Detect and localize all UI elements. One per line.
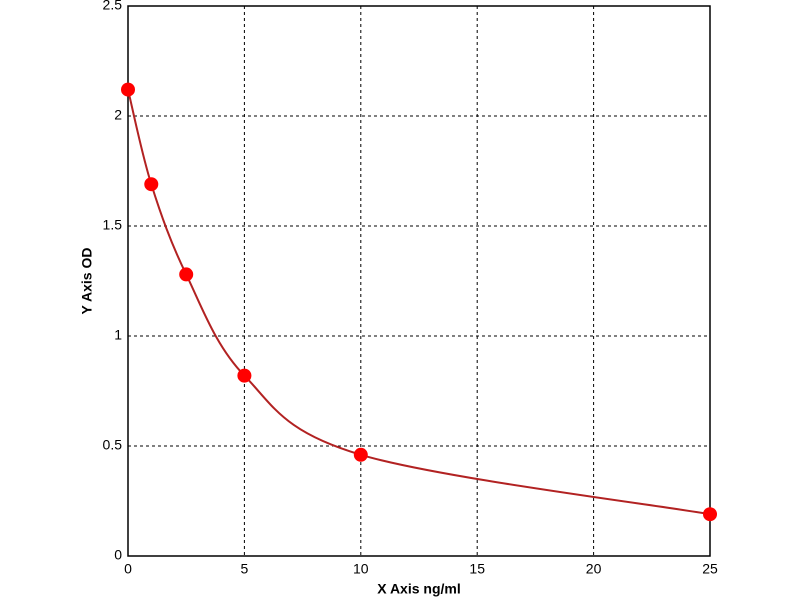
x-tick-label: 20 [586, 561, 602, 577]
x-tick-label: 25 [702, 561, 718, 577]
data-point [237, 368, 252, 383]
x-tick-label: 0 [124, 561, 132, 577]
y-tick-label: 0 [114, 547, 122, 563]
data-point [121, 82, 135, 97]
x-tick-label: 15 [469, 561, 485, 577]
data-point [703, 507, 717, 522]
x-tick-label: 10 [353, 561, 369, 577]
x-axis-label: X Axis ng/ml [377, 581, 461, 597]
y-tick-label: 2 [114, 107, 122, 123]
plot-frame [127, 5, 711, 557]
y-tick-label: 0.5 [103, 437, 123, 453]
y-axis-label: Y Axis OD [79, 248, 95, 315]
data-point [353, 447, 368, 462]
y-tick-label: 2.5 [103, 0, 123, 13]
data-point [144, 177, 159, 192]
x-tick-label: 5 [241, 561, 249, 577]
y-tick-label: 1 [114, 327, 122, 343]
data-point [179, 267, 194, 282]
y-tick-label: 1.5 [103, 217, 123, 233]
